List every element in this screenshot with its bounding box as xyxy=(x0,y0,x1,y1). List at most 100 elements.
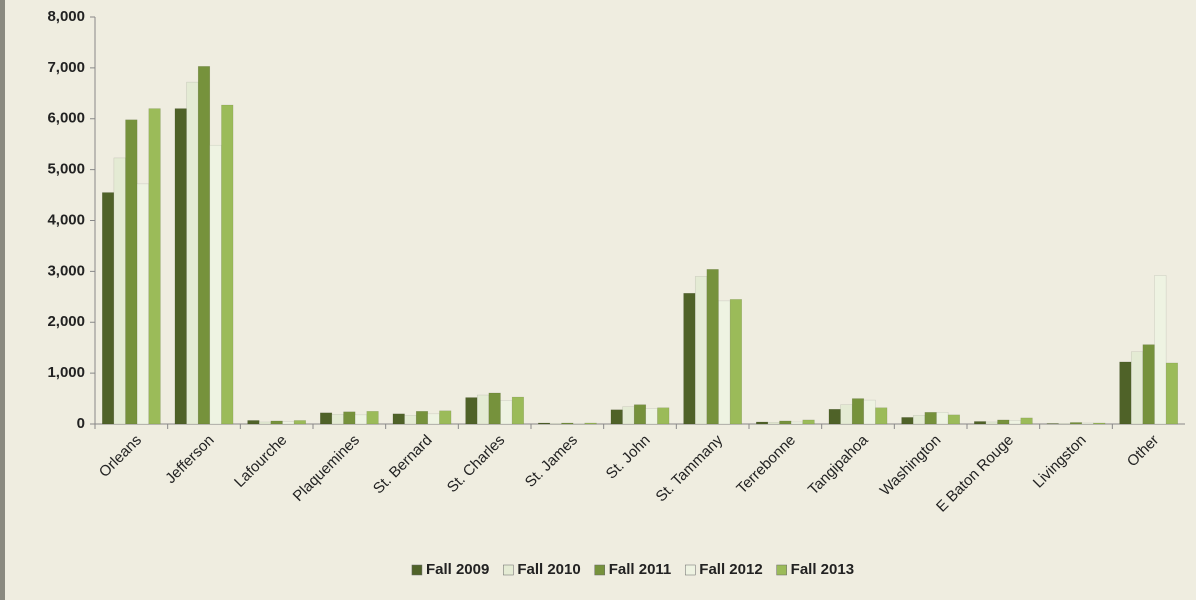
y-tick-label: 2,000 xyxy=(47,313,85,330)
bar xyxy=(102,192,115,425)
bar xyxy=(293,420,306,425)
bar xyxy=(1020,417,1033,425)
bar xyxy=(756,421,769,425)
bar xyxy=(584,422,597,425)
bar xyxy=(901,417,914,425)
bar xyxy=(985,421,998,425)
bar xyxy=(572,423,586,425)
legend-item: Fall 2010 xyxy=(503,561,581,578)
bar xyxy=(767,422,780,425)
bar xyxy=(258,421,272,425)
x-tick-label: St. Tammany xyxy=(653,431,727,505)
y-tick-label: 6,000 xyxy=(47,110,85,127)
bar xyxy=(863,399,876,425)
bar xyxy=(947,414,960,425)
y-tick-label: 8,000 xyxy=(47,8,85,25)
x-tick-label: Orleans xyxy=(96,432,145,481)
legend-label: Fall 2009 xyxy=(426,561,489,578)
y-tick-label: 3,000 xyxy=(47,262,85,279)
bar xyxy=(392,413,405,425)
bar xyxy=(610,409,623,425)
bar xyxy=(465,397,478,425)
bar xyxy=(511,396,524,425)
bar xyxy=(343,411,356,425)
bar xyxy=(1008,420,1022,425)
bar xyxy=(997,419,1010,425)
bar xyxy=(924,412,937,425)
legend-swatch xyxy=(776,564,787,576)
x-tick-label: Tangipahoa xyxy=(805,431,872,498)
bar xyxy=(136,183,150,425)
legend-swatch xyxy=(503,564,514,576)
legend-label: Fall 2011 xyxy=(609,561,672,578)
bar xyxy=(439,410,452,425)
legend-item: Fall 2009 xyxy=(411,561,489,578)
bar xyxy=(1069,422,1083,425)
bar xyxy=(706,269,719,425)
y-tick-label: 1,000 xyxy=(47,364,85,381)
x-tick-label: Livingston xyxy=(1030,432,1090,492)
legend-label: Fall 2010 xyxy=(517,561,580,578)
bar xyxy=(729,299,742,425)
bar xyxy=(657,407,670,425)
bar xyxy=(221,104,234,425)
bar xyxy=(549,423,562,425)
bar xyxy=(1046,423,1059,425)
x-tick-label: Other xyxy=(1124,432,1163,471)
bar xyxy=(683,293,696,425)
bar xyxy=(247,420,260,425)
bar xyxy=(802,419,815,425)
bar xyxy=(415,411,429,425)
bar xyxy=(538,422,551,425)
legend-item: Fall 2011 xyxy=(594,561,672,578)
bar xyxy=(320,412,333,425)
legend-item: Fall 2013 xyxy=(776,561,854,578)
bar xyxy=(404,415,417,425)
bar xyxy=(779,420,792,425)
bar xyxy=(282,421,295,425)
y-tick-label: 7,000 xyxy=(47,59,85,76)
bar xyxy=(694,276,708,425)
bar xyxy=(331,414,344,425)
x-tick-label: Lafourche xyxy=(231,432,290,491)
y-tick-label: 5,000 xyxy=(47,161,85,178)
bar xyxy=(125,119,138,425)
x-tick-label: St. John xyxy=(603,432,654,483)
bar xyxy=(1093,422,1106,425)
x-tick-label: Jefferson xyxy=(162,432,217,487)
bar xyxy=(718,300,731,425)
legend-swatch xyxy=(411,564,423,576)
bar xyxy=(1142,344,1155,425)
bar xyxy=(270,420,283,425)
x-tick-label: Washington xyxy=(877,432,945,500)
bar xyxy=(633,404,647,425)
bar xyxy=(1154,275,1167,425)
bar xyxy=(912,415,926,425)
x-tick-label: E Baton Rouge xyxy=(933,432,1017,516)
bar xyxy=(1058,423,1071,425)
bar xyxy=(622,406,635,425)
bar xyxy=(840,404,853,425)
bar xyxy=(1081,422,1094,425)
legend-label: Fall 2013 xyxy=(791,561,854,578)
bar xyxy=(148,108,161,425)
bar xyxy=(645,408,658,425)
bar xyxy=(113,157,126,425)
bar xyxy=(1119,361,1132,425)
left-border xyxy=(0,0,5,600)
bar xyxy=(174,108,187,425)
bar xyxy=(427,413,440,425)
bar xyxy=(197,66,211,425)
bar xyxy=(500,400,513,425)
legend-swatch xyxy=(594,564,605,576)
bar xyxy=(476,394,490,425)
bar xyxy=(828,408,841,425)
bar xyxy=(1165,362,1178,425)
x-tick-label: St. Bernard xyxy=(370,432,436,498)
bar xyxy=(186,81,199,425)
x-tick-label: St. Charles xyxy=(444,432,508,496)
legend-swatch xyxy=(685,564,696,576)
bar xyxy=(1130,351,1144,425)
bar xyxy=(366,411,379,425)
